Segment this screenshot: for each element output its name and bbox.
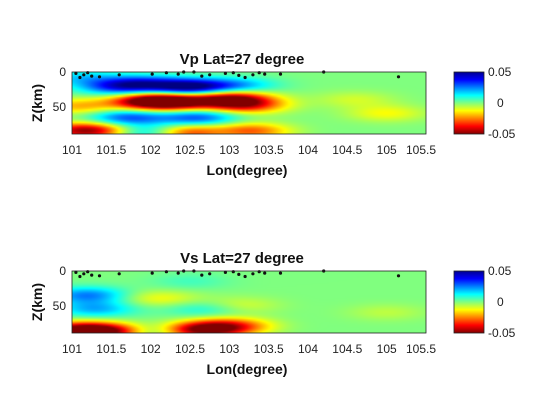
- y-ticks: 0 50: [53, 65, 67, 114]
- x-tick-label: 102: [141, 342, 161, 356]
- y-tick-label: 50: [53, 299, 67, 313]
- event-marker: [150, 72, 154, 76]
- x-tick-label: 103.5: [254, 143, 284, 157]
- event-marker: [251, 272, 255, 276]
- event-marker: [82, 73, 86, 77]
- event-marker: [237, 272, 241, 276]
- x-tick-label: 101.5: [96, 342, 126, 356]
- y-ticks: 0 50: [53, 264, 67, 313]
- x-ticks: 101 101.5 102 102.5 103 103.5 104 104.5 …: [62, 143, 436, 157]
- event-marker: [243, 274, 247, 279]
- plot-frame: [71, 71, 427, 135]
- event-marker: [86, 270, 90, 274]
- y-axis-label: Z(km): [29, 283, 45, 321]
- x-tick-label: 101: [62, 342, 82, 356]
- x-tick-label: 103.5: [254, 342, 284, 356]
- y-tick-label: 50: [53, 100, 67, 114]
- event-marker: [97, 274, 102, 278]
- event-marker: [97, 75, 102, 79]
- event-marker: [200, 273, 204, 277]
- panel-vp: Vp Lat=27 degree 101 101.5 102 102.5 103…: [29, 51, 516, 178]
- x-tick-label: 101: [62, 143, 82, 157]
- colorbar-tick-label: 0: [497, 96, 504, 110]
- y-tick-label: 0: [59, 264, 66, 278]
- event-marker: [251, 73, 255, 77]
- x-ticks: 101 101.5 102 102.5 103 103.5 104 104.5 …: [62, 342, 436, 356]
- x-tick-label: 104.5: [332, 342, 362, 356]
- chart-title: Vs Lat=27 degree: [180, 250, 304, 267]
- event-marker: [74, 270, 78, 274]
- colorbar: 0.05 0 -0.05: [453, 65, 516, 141]
- heatmap-image: [72, 72, 426, 134]
- y-tick-label: 0: [59, 65, 66, 79]
- colorbar-tick-label: -0.05: [488, 127, 516, 141]
- event-marker: [164, 71, 168, 75]
- x-tick-label: 105.5: [406, 342, 436, 356]
- event-marker: [257, 71, 261, 75]
- event-marker: [90, 74, 94, 78]
- event-marker: [237, 73, 241, 77]
- x-tick-label: 105: [377, 342, 397, 356]
- event-marker: [164, 270, 168, 274]
- event-marker: [263, 72, 267, 76]
- x-tick-label: 102.5: [175, 342, 205, 356]
- heatmap-area: [71, 269, 427, 334]
- colorbar-tick-label: 0.05: [488, 264, 512, 278]
- colorbar-tick-label: 0.05: [488, 65, 512, 79]
- plot-frame: [71, 270, 427, 334]
- event-marker: [117, 73, 121, 77]
- event-marker: [278, 72, 283, 76]
- x-tick-label: 103: [219, 143, 239, 157]
- event-marker: [208, 272, 212, 276]
- colorbar-scale: [453, 270, 485, 334]
- event-marker: [82, 272, 86, 276]
- x-tick-label: 104: [298, 342, 318, 356]
- event-marker: [176, 72, 180, 76]
- event-marker: [74, 71, 78, 75]
- colorbar-tick-label: 0: [497, 295, 504, 309]
- event-marker: [78, 274, 82, 279]
- event-marker: [176, 271, 180, 275]
- x-axis-label: Lon(degree): [207, 162, 288, 178]
- chart-title: Vp Lat=27 degree: [180, 51, 305, 68]
- colorbar-scale: [453, 71, 485, 135]
- event-marker: [257, 270, 261, 274]
- x-tick-label: 105: [377, 143, 397, 157]
- x-tick-label: 103: [219, 342, 239, 356]
- event-marker: [231, 270, 235, 274]
- panel-vs: Vs Lat=27 degree 101 101.5 102 102.5 103…: [29, 250, 516, 377]
- event-marker: [150, 271, 154, 275]
- heatmap-area: [71, 70, 427, 135]
- event-marker: [396, 75, 401, 79]
- event-marker: [200, 74, 204, 78]
- event-marker: [86, 71, 90, 75]
- event-marker: [243, 75, 247, 80]
- colorbar-tick-label: -0.05: [488, 326, 516, 340]
- colorbar: 0.05 0 -0.05: [453, 264, 516, 340]
- event-marker: [278, 271, 283, 275]
- event-marker: [396, 274, 401, 278]
- heatmap-image: [72, 271, 426, 333]
- x-tick-label: 101.5: [96, 143, 126, 157]
- event-marker: [78, 75, 82, 80]
- x-tick-label: 102.5: [175, 143, 205, 157]
- y-axis-label: Z(km): [29, 84, 45, 122]
- x-tick-label: 104.5: [332, 143, 362, 157]
- event-marker: [263, 271, 267, 275]
- event-marker: [231, 71, 235, 75]
- event-marker: [90, 273, 94, 277]
- x-axis-label: Lon(degree): [207, 361, 288, 377]
- x-tick-label: 102: [141, 143, 161, 157]
- event-marker: [223, 270, 227, 274]
- event-marker: [208, 73, 212, 77]
- event-marker: [117, 272, 121, 276]
- x-tick-label: 104: [298, 143, 318, 157]
- x-tick-label: 105.5: [406, 143, 436, 157]
- event-marker: [223, 71, 227, 75]
